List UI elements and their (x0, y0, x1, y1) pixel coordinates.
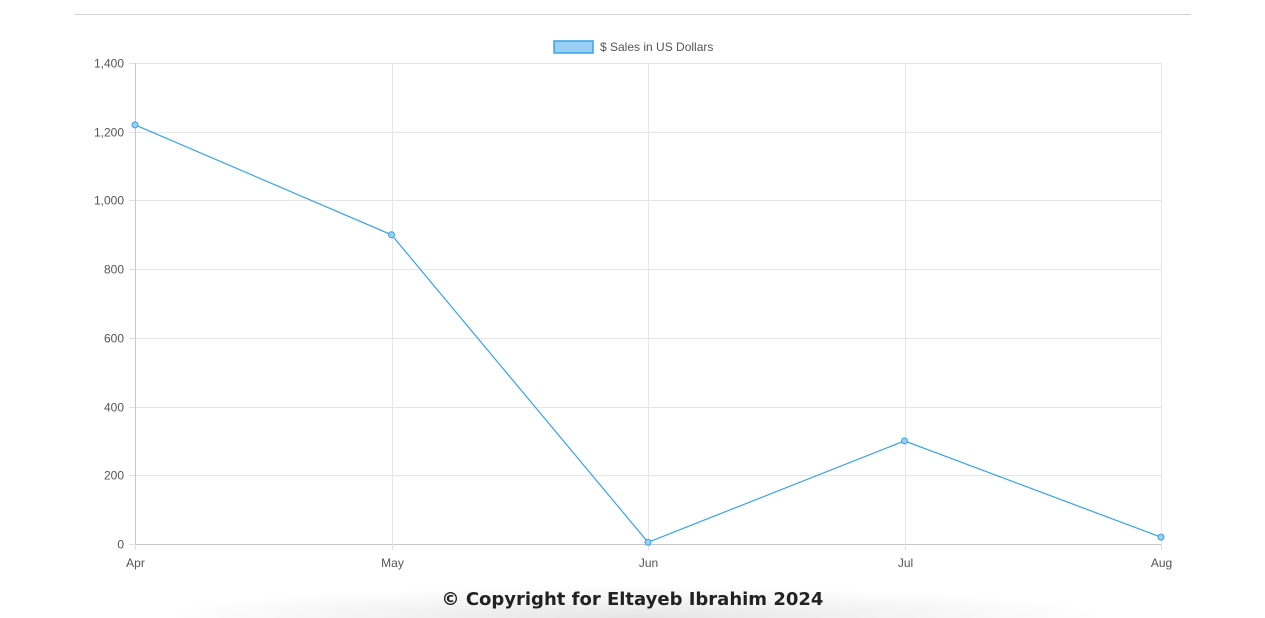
x-tick-label: Aug (1151, 556, 1172, 570)
x-tick-label: Apr (126, 556, 145, 570)
y-tick-labels: 0 200 400 600 800 1,000 1,200 1,400 (94, 57, 124, 552)
data-point[interactable] (901, 437, 908, 445)
legend-label[interactable]: $ Sales in US Dollars (600, 40, 713, 54)
y-tick-label: 400 (104, 401, 124, 415)
data-point[interactable] (131, 121, 139, 129)
y-tick-label: 1,400 (94, 57, 124, 71)
y-tick-label: 1,000 (94, 194, 124, 208)
axes (129, 63, 1162, 550)
data-point[interactable] (388, 231, 395, 239)
copyright-footer: © Copyright for Eltayeb Ibrahim 2024 (441, 589, 824, 610)
y-tick-label: 200 (104, 469, 124, 483)
x-tick-label: Jul (898, 556, 913, 570)
data-point[interactable] (1157, 533, 1165, 541)
x-tick-label: Jun (639, 556, 658, 570)
y-tick-label: 1,200 (94, 126, 124, 140)
top-divider (75, 14, 1191, 15)
y-tick-label: 0 (117, 538, 124, 552)
x-tick-labels: Apr May Jun Jul Aug (126, 556, 1172, 570)
grid (135, 63, 1162, 545)
y-tick-label: 600 (104, 332, 124, 346)
y-tick-label: 800 (104, 263, 124, 277)
legend[interactable]: $ Sales in US Dollars (553, 40, 713, 54)
footer-shadow (175, 588, 1090, 618)
x-tick-label: May (381, 556, 404, 570)
series (131, 121, 1165, 546)
legend-swatch[interactable] (553, 40, 594, 54)
line-chart: 0 200 400 600 800 1,000 1,200 1,400 Apr May Jun Ju… (94, 40, 1172, 570)
data-point[interactable] (644, 538, 652, 546)
